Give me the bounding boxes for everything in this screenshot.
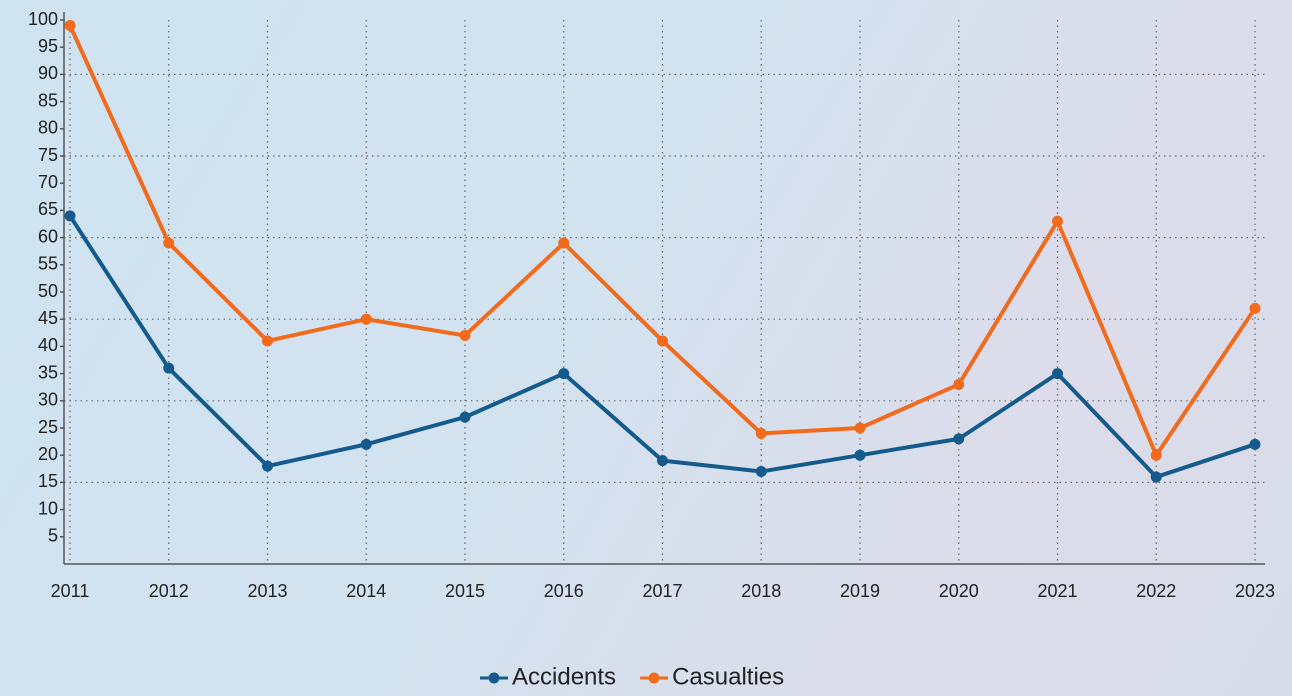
data-point xyxy=(163,362,175,374)
x-tick-label: 2017 xyxy=(642,581,682,601)
data-point xyxy=(854,422,866,434)
x-tick-label: 2015 xyxy=(445,581,485,601)
data-point xyxy=(64,19,76,31)
y-tick-label: 50 xyxy=(38,281,58,301)
data-point xyxy=(1150,449,1162,461)
y-tick-label: 55 xyxy=(38,254,58,274)
x-tick-label: 2020 xyxy=(939,581,979,601)
y-tick-label: 30 xyxy=(38,390,58,410)
y-tick-label: 5 xyxy=(48,526,58,546)
data-point xyxy=(360,313,372,325)
x-tick-label: 2021 xyxy=(1037,581,1077,601)
data-point xyxy=(854,449,866,461)
data-point xyxy=(1249,438,1261,450)
x-tick-label: 2011 xyxy=(51,581,90,601)
y-tick-label: 25 xyxy=(38,417,58,437)
x-tick-label: 2016 xyxy=(544,581,584,601)
data-point xyxy=(360,438,372,450)
x-tick-label: 2023 xyxy=(1235,581,1275,601)
y-tick-label: 65 xyxy=(38,199,58,219)
data-point xyxy=(262,460,273,472)
x-tick-label: 2012 xyxy=(149,581,189,601)
x-tick-label: 2022 xyxy=(1136,581,1176,601)
legend-marker-dot xyxy=(488,672,500,684)
y-tick-label: 45 xyxy=(38,308,58,328)
x-tick-label: 2013 xyxy=(247,581,287,601)
data-point xyxy=(163,237,175,249)
data-point xyxy=(558,368,570,380)
data-point xyxy=(1052,215,1063,227)
y-tick-label: 60 xyxy=(38,226,58,246)
y-tick-label: 20 xyxy=(38,444,58,464)
legend-label: Accidents xyxy=(512,663,616,690)
y-tick-label: 95 xyxy=(38,36,58,56)
x-tick-label: 2018 xyxy=(741,581,781,601)
y-tick-label: 15 xyxy=(38,471,58,491)
data-point xyxy=(459,411,471,423)
y-tick-label: 35 xyxy=(38,362,58,382)
data-point xyxy=(1052,368,1063,380)
y-tick-label: 70 xyxy=(38,172,58,192)
y-tick-label: 10 xyxy=(38,498,58,518)
data-point xyxy=(755,466,767,478)
data-point xyxy=(558,237,570,249)
legend-marker-dot xyxy=(648,672,660,684)
y-tick-label: 100 xyxy=(28,9,58,29)
y-tick-label: 90 xyxy=(38,63,58,83)
y-tick-label: 75 xyxy=(38,145,58,165)
data-point xyxy=(953,378,965,390)
data-point xyxy=(64,210,76,222)
data-point xyxy=(1150,471,1162,483)
x-tick-label: 2019 xyxy=(840,581,880,601)
y-tick-label: 40 xyxy=(38,335,58,355)
data-point xyxy=(262,335,273,347)
data-point xyxy=(1249,302,1261,314)
y-tick-label: 85 xyxy=(38,90,58,110)
y-tick-label: 80 xyxy=(38,118,58,138)
data-point xyxy=(657,335,668,347)
data-point xyxy=(755,427,767,439)
x-tick-label: 2014 xyxy=(346,581,386,601)
data-point xyxy=(953,433,965,445)
data-point xyxy=(657,455,668,467)
legend-label: Casualties xyxy=(672,663,784,690)
data-point xyxy=(459,330,471,342)
